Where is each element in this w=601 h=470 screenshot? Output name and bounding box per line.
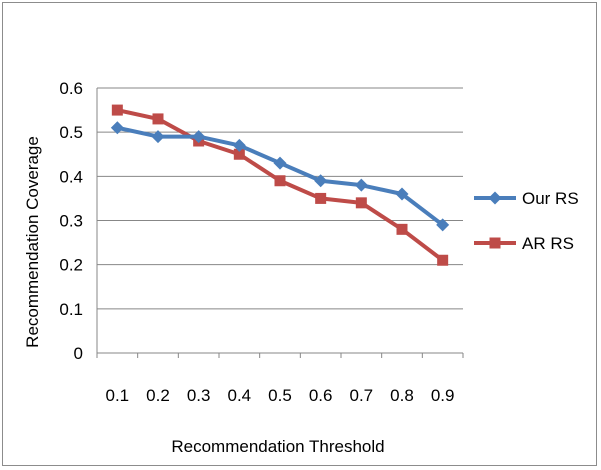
- series-our-rs: [110, 121, 450, 232]
- data-point: [192, 130, 206, 144]
- x-tick-label: 0.4: [228, 386, 252, 405]
- x-tick-label: 0.9: [431, 386, 455, 405]
- data-point: [436, 218, 450, 232]
- x-tick-label: 0.2: [146, 386, 170, 405]
- series-group: [110, 104, 450, 266]
- legend-label: AR RS: [522, 234, 574, 253]
- data-point: [152, 113, 164, 125]
- data-point: [395, 187, 409, 201]
- series-ar-rs: [111, 104, 449, 266]
- data-point: [396, 223, 408, 235]
- y-tick-label: 0.3: [59, 212, 83, 231]
- y-tick-label: 0.6: [59, 79, 83, 98]
- data-point: [232, 138, 246, 152]
- data-point: [233, 148, 245, 160]
- data-point: [354, 178, 368, 192]
- x-tick-label: 0.3: [187, 386, 211, 405]
- data-point: [315, 192, 327, 204]
- data-point: [110, 121, 124, 135]
- chart-frame: [2, 2, 597, 466]
- x-tick-label: 0.7: [350, 386, 374, 405]
- x-tick-label: 0.5: [268, 386, 292, 405]
- x-tick-label: 0.6: [309, 386, 333, 405]
- data-point: [274, 175, 286, 187]
- legend: Our RS AR RS: [474, 189, 579, 253]
- x-tick-label: 0.1: [106, 386, 130, 405]
- data-point: [355, 197, 367, 209]
- y-tick-labels: 0 0.1 0.2 0.3 0.4 0.5 0.6: [59, 79, 83, 363]
- x-tick-label: 0.8: [390, 386, 414, 405]
- data-point: [151, 130, 165, 144]
- data-point: [488, 191, 502, 205]
- y-tick-label: 0.5: [59, 123, 83, 142]
- legend-item: Our RS: [474, 189, 579, 208]
- data-point: [437, 254, 449, 266]
- legend-label: Our RS: [522, 189, 579, 208]
- data-point: [314, 174, 328, 188]
- data-point: [111, 104, 123, 116]
- legend-item: AR RS: [474, 234, 574, 253]
- y-tick-label: 0.4: [59, 167, 83, 186]
- y-axis-title: Recommendation Coverage: [23, 136, 42, 348]
- y-tick-label: 0: [74, 344, 83, 363]
- data-point: [273, 156, 287, 170]
- y-tick-label: 0.2: [59, 256, 83, 275]
- data-point: [489, 237, 501, 249]
- y-tick-label: 0.1: [59, 300, 83, 319]
- axes: [96, 88, 464, 358]
- x-axis-title: Recommendation Threshold: [171, 437, 384, 456]
- x-tick-labels: 0.1 0.2 0.3 0.4 0.5 0.6 0.7 0.8 0.9: [106, 386, 455, 405]
